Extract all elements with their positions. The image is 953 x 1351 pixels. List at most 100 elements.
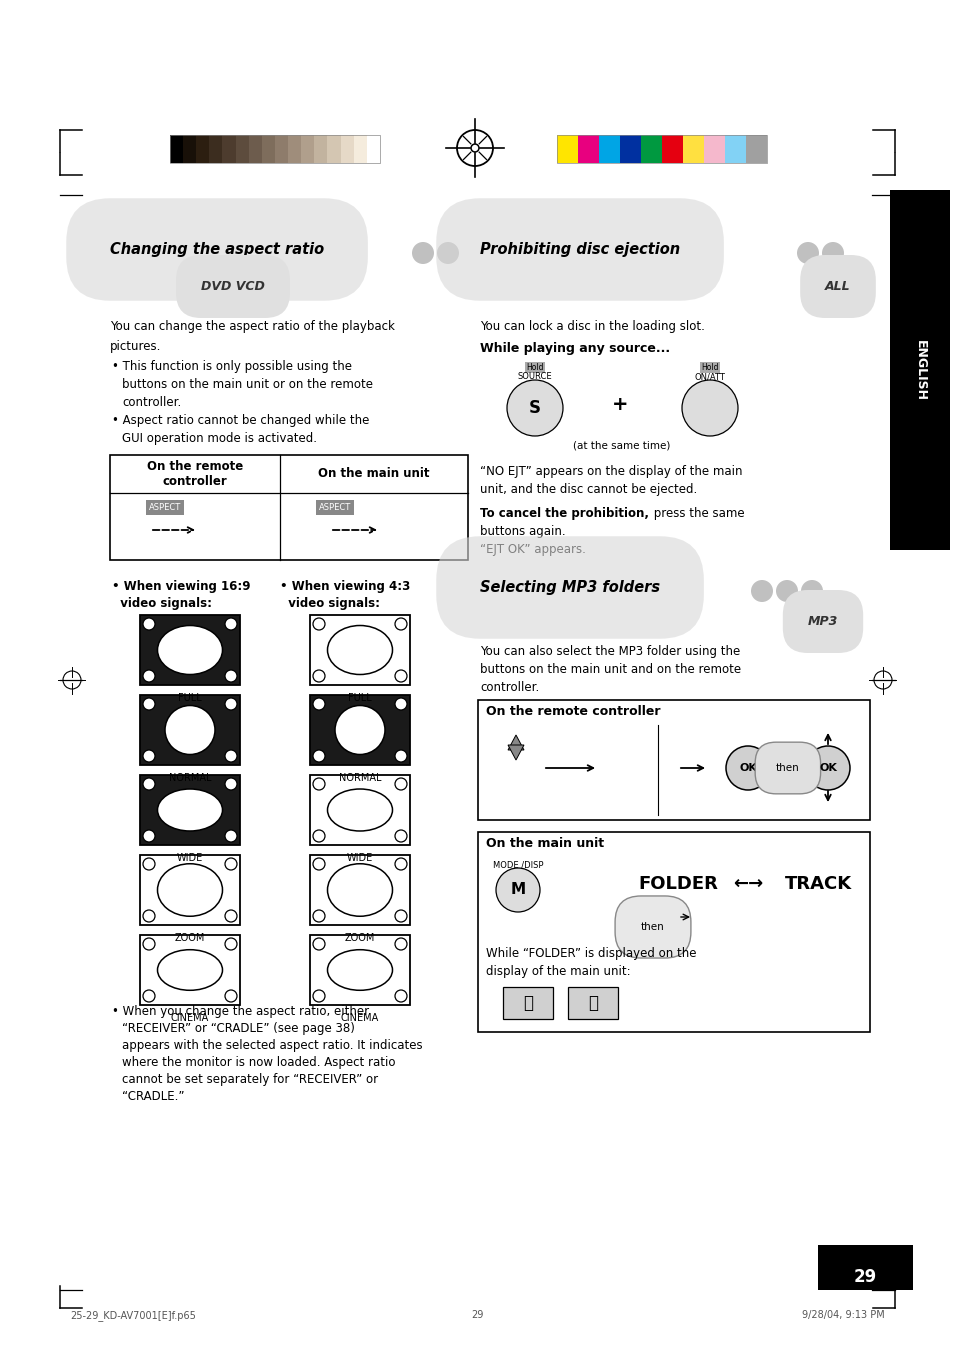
Circle shape (750, 580, 772, 603)
Text: ⏭: ⏭ (587, 994, 598, 1012)
Circle shape (143, 670, 154, 682)
Text: (at the same time): (at the same time) (573, 440, 670, 450)
Text: controller.: controller. (122, 396, 181, 409)
Circle shape (143, 990, 154, 1002)
Text: OK: OK (739, 763, 756, 773)
Circle shape (143, 830, 154, 842)
Bar (477, 700, 869, 820)
Bar (310, 855, 410, 925)
Bar (140, 935, 240, 1005)
Bar (661, 135, 682, 163)
Text: On the remote controller: On the remote controller (485, 705, 659, 717)
Bar (354, 135, 367, 163)
Circle shape (805, 746, 849, 790)
Text: ZOOM: ZOOM (174, 934, 205, 943)
Circle shape (225, 938, 236, 950)
Bar (578, 135, 598, 163)
Text: • This function is only possible using the: • This function is only possible using t… (112, 359, 352, 373)
Circle shape (313, 617, 325, 630)
Text: Hold: Hold (526, 363, 543, 372)
Text: FULL: FULL (178, 693, 202, 703)
Polygon shape (507, 735, 523, 750)
Text: You can lock a disc in the loading slot.: You can lock a disc in the loading slot. (479, 320, 704, 332)
Bar (889, 190, 949, 550)
Bar (567, 988, 618, 1019)
Text: Prohibiting disc ejection: Prohibiting disc ejection (479, 242, 679, 257)
Ellipse shape (327, 626, 392, 674)
Bar (557, 135, 766, 163)
Text: On the main unit: On the main unit (318, 467, 429, 480)
Circle shape (496, 867, 539, 912)
Circle shape (313, 778, 325, 790)
Text: SOURCE: SOURCE (517, 372, 552, 381)
Circle shape (313, 750, 325, 762)
Text: display of the main unit:: display of the main unit: (485, 965, 630, 978)
Text: FOLDER: FOLDER (638, 875, 718, 893)
Bar (249, 135, 262, 163)
Text: You can also select the MP3 folder using the: You can also select the MP3 folder using… (479, 644, 740, 658)
Circle shape (313, 911, 325, 921)
Text: unit, and the disc cannot be ejected.: unit, and the disc cannot be ejected. (479, 484, 697, 496)
Text: ZOOM: ZOOM (344, 934, 375, 943)
Ellipse shape (165, 705, 214, 754)
Circle shape (436, 242, 458, 263)
Circle shape (143, 911, 154, 921)
Text: On the remote: On the remote (147, 459, 243, 473)
Bar (367, 135, 379, 163)
Circle shape (143, 698, 154, 711)
Text: M: M (510, 882, 525, 897)
Text: appears with the selected aspect ratio. It indicates: appears with the selected aspect ratio. … (122, 1039, 422, 1052)
Text: 25-29_KD-AV7001[E]f.p65: 25-29_KD-AV7001[E]f.p65 (70, 1310, 195, 1321)
Bar (222, 135, 235, 163)
Text: “CRADLE.”: “CRADLE.” (122, 1090, 184, 1102)
Text: • Aspect ratio cannot be changed while the: • Aspect ratio cannot be changed while t… (112, 413, 369, 427)
Text: buttons again.: buttons again. (479, 526, 565, 538)
Text: cannot be set separately for “RECEIVER” or: cannot be set separately for “RECEIVER” … (122, 1073, 377, 1086)
Circle shape (225, 911, 236, 921)
Circle shape (395, 858, 407, 870)
Circle shape (821, 242, 843, 263)
Text: • When viewing 16:9: • When viewing 16:9 (112, 580, 251, 593)
Bar (183, 135, 196, 163)
Circle shape (395, 938, 407, 950)
Circle shape (395, 670, 407, 682)
Text: While playing any source...: While playing any source... (479, 342, 669, 355)
Bar (817, 1246, 912, 1290)
Text: FULL: FULL (348, 693, 372, 703)
Circle shape (313, 670, 325, 682)
Text: “RECEIVER” or “CRADLE” (see page 38): “RECEIVER” or “CRADLE” (see page 38) (122, 1021, 355, 1035)
Text: S: S (529, 399, 540, 417)
Text: MP3: MP3 (807, 615, 838, 628)
Circle shape (143, 750, 154, 762)
Circle shape (225, 830, 236, 842)
Circle shape (313, 698, 325, 711)
Text: 29: 29 (471, 1310, 482, 1320)
Text: video signals:: video signals: (112, 597, 212, 611)
Bar (196, 135, 209, 163)
Circle shape (143, 938, 154, 950)
Circle shape (395, 990, 407, 1002)
Circle shape (395, 830, 407, 842)
Bar (170, 135, 379, 163)
Ellipse shape (335, 705, 385, 754)
Text: You can change the aspect ratio of the playback: You can change the aspect ratio of the p… (110, 320, 395, 332)
Text: While “FOLDER” is displayed on the: While “FOLDER” is displayed on the (485, 947, 696, 961)
Text: “EJT OK” appears.: “EJT OK” appears. (479, 543, 585, 557)
Text: controller.: controller. (479, 681, 538, 694)
Circle shape (681, 380, 738, 436)
Circle shape (313, 830, 325, 842)
Bar (703, 135, 724, 163)
Text: WIDE: WIDE (176, 852, 203, 863)
Circle shape (143, 858, 154, 870)
Circle shape (225, 750, 236, 762)
Circle shape (225, 990, 236, 1002)
Bar (682, 135, 703, 163)
Bar (557, 135, 578, 163)
Bar (640, 135, 661, 163)
Bar (314, 135, 327, 163)
Text: ASPECT: ASPECT (318, 503, 351, 512)
Text: Changing the aspect ratio: Changing the aspect ratio (110, 242, 324, 257)
Text: CINEMA: CINEMA (171, 1013, 209, 1023)
Ellipse shape (327, 950, 392, 990)
Bar (140, 775, 240, 844)
